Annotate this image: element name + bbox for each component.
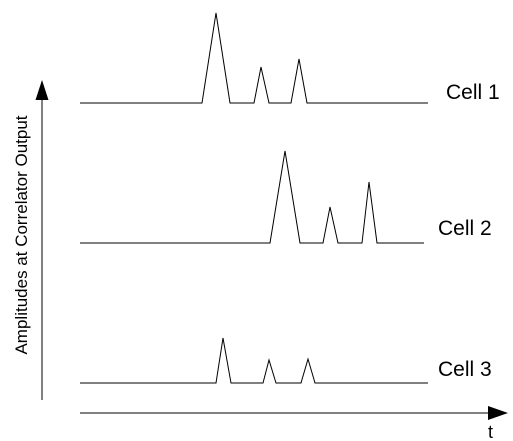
x-axis: t xyxy=(80,406,508,441)
trace-cell-2-line xyxy=(80,150,424,244)
x-axis-arrowhead xyxy=(488,406,508,420)
trace-cell-2: Cell 2 xyxy=(80,150,492,244)
trace-cell-1-label: Cell 1 xyxy=(446,81,500,104)
trace-cell-1: Cell 1 xyxy=(80,12,500,104)
y-axis: Amplitudes at Correlator Output xyxy=(12,80,49,400)
y-axis-label: Amplitudes at Correlator Output xyxy=(12,115,31,354)
trace-cell-1-line xyxy=(80,12,428,104)
y-axis-arrowhead xyxy=(35,80,49,100)
x-axis-label: t xyxy=(488,422,493,441)
trace-cell-2-label: Cell 2 xyxy=(438,217,492,240)
trace-cell-3: Cell 3 xyxy=(80,337,492,384)
trace-cell-3-line xyxy=(80,337,428,384)
trace-cell-3-label: Cell 3 xyxy=(438,358,492,381)
